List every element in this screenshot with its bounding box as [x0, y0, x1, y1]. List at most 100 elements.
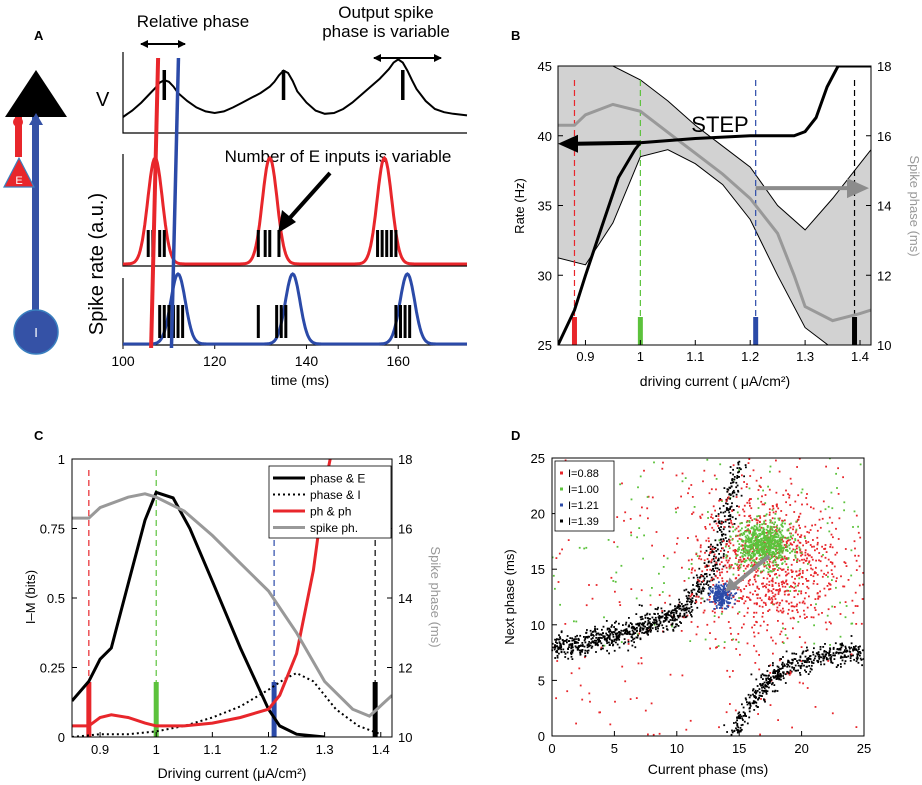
d-point-black	[705, 573, 708, 575]
d-point-red	[664, 601, 666, 604]
d-point-green	[839, 601, 841, 604]
d-point-green	[773, 517, 776, 520]
d-point-green	[771, 537, 774, 540]
d-point-green	[776, 576, 778, 579]
d-point-black	[703, 583, 705, 586]
d-point-green	[756, 528, 758, 531]
d-point-red	[723, 526, 726, 528]
d-point-black	[817, 661, 819, 664]
d-point-red	[746, 611, 749, 614]
d-point-black	[566, 651, 569, 654]
d-point-green	[761, 551, 763, 554]
d-point-green	[788, 586, 791, 588]
d-point-black	[560, 646, 563, 648]
d-point-green	[850, 622, 853, 625]
d-point-black	[568, 646, 570, 648]
d-point-red	[787, 572, 790, 575]
d-point-black	[832, 646, 835, 649]
d-point-black	[843, 656, 846, 658]
d-point-black	[638, 624, 641, 627]
d-point-green	[756, 523, 758, 526]
d-point-black	[649, 627, 652, 629]
d-point-black	[824, 653, 827, 656]
d-point-black	[597, 641, 600, 643]
d-point-green	[815, 603, 817, 606]
d-point-red	[721, 577, 724, 580]
d-point-green	[707, 511, 709, 513]
d-point-red	[775, 491, 778, 494]
d-point-black	[746, 703, 749, 706]
d-point-red	[711, 548, 714, 551]
d-point-green	[762, 527, 765, 529]
d-point-black	[796, 660, 798, 662]
d-point-red	[823, 587, 826, 590]
d-point-black	[809, 667, 812, 670]
d-point-green	[776, 527, 778, 529]
d-point-red	[749, 517, 752, 519]
d-point-green	[748, 551, 751, 554]
d-point-green	[773, 547, 776, 550]
d-point-green	[763, 533, 765, 536]
d-point-green	[845, 605, 848, 607]
d-point-green	[764, 502, 767, 504]
d-point-red	[824, 621, 827, 624]
panel-label-d: D	[511, 428, 520, 443]
d-point-red	[770, 597, 773, 599]
d-point-red	[711, 610, 714, 613]
d-point-green	[772, 546, 774, 549]
d-point-red	[768, 580, 771, 583]
d-point-green	[653, 623, 656, 626]
d-point-black	[845, 656, 848, 658]
d-point-red	[781, 611, 784, 614]
d-point-black	[812, 651, 814, 654]
d-point-green	[759, 570, 762, 573]
d-point-blue	[721, 597, 724, 600]
d-point-black	[618, 646, 621, 649]
d-point-green	[748, 546, 751, 549]
d-point-black	[650, 629, 652, 632]
d-point-blue	[718, 597, 721, 599]
d-point-black	[588, 641, 591, 643]
d-point-black	[606, 640, 608, 642]
d-point-red	[756, 548, 758, 550]
d-point-black	[611, 631, 613, 633]
d-point-green	[768, 542, 771, 544]
d-point-black	[554, 644, 556, 646]
d-point-black	[857, 661, 860, 664]
d-point-black	[774, 670, 776, 673]
d-point-black	[591, 637, 594, 639]
d-point-black	[789, 669, 792, 672]
a-xtick-label: 100	[111, 353, 135, 369]
d-point-red	[722, 547, 724, 550]
c-plot-area	[72, 459, 392, 737]
d-point-black	[739, 730, 742, 733]
d-point-green	[778, 539, 781, 541]
d-point-red	[749, 591, 752, 594]
d-point-green	[736, 511, 739, 514]
d-point-black	[645, 628, 648, 631]
b-ytick-left-label: 45	[538, 59, 552, 74]
d-point-green	[744, 543, 747, 546]
d-point-green	[781, 563, 783, 565]
d-point-green	[766, 536, 768, 539]
excitatory-dendrite	[15, 117, 22, 157]
d-point-red	[814, 571, 816, 573]
d-point-black	[570, 652, 572, 654]
d-point-black	[737, 715, 740, 717]
d-point-red	[808, 560, 811, 563]
d-point-black	[722, 505, 725, 507]
d-point-black	[778, 677, 781, 680]
d-point-black	[748, 701, 751, 704]
d-point-red	[756, 585, 759, 588]
d-point-black	[729, 518, 732, 520]
d-point-black	[574, 635, 577, 638]
d-point-black	[762, 686, 765, 688]
d-point-black	[752, 693, 754, 696]
d-point-green	[585, 546, 588, 549]
voltage-trace	[122, 58, 468, 118]
d-point-green	[754, 560, 757, 563]
d-point-green	[775, 556, 777, 558]
d-point-red	[806, 557, 808, 560]
d-point-black	[677, 605, 680, 608]
d-point-blue	[724, 597, 727, 599]
